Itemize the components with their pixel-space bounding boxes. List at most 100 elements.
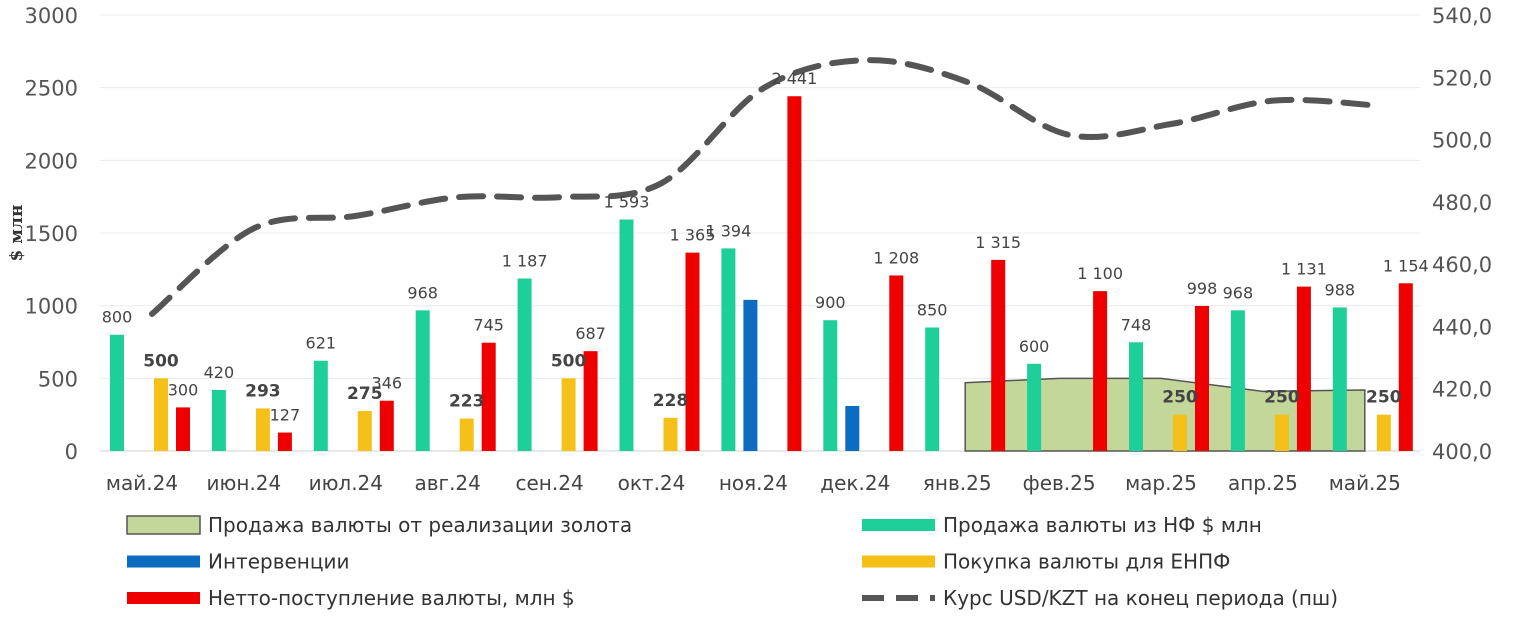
bar-fund-sales (110, 334, 124, 451)
bar-enpf-purchase (459, 418, 474, 451)
area-gold-sales (964, 377, 1366, 452)
bar-net-inflow (889, 275, 904, 451)
data-label: 346 (372, 374, 403, 393)
bar-fund-sales (823, 320, 838, 451)
data-label: 748 (1121, 315, 1152, 334)
legend-swatch-bar (127, 555, 200, 568)
data-label: 850 (917, 300, 948, 319)
x-tick-label: янв.25 (923, 471, 992, 495)
bar-net-inflow (1296, 286, 1311, 451)
legend-label: Интервенции (208, 550, 349, 574)
data-label: 1 365 (670, 226, 716, 245)
data-label: 1 593 (604, 192, 650, 211)
data-label: 1 131 (1281, 260, 1327, 279)
data-label: 1 154 (1383, 256, 1429, 275)
x-axis: май.24 июн.24 июл.24 авг.24 сен.24 окт.24 ноя.… (106, 471, 1401, 495)
bar-fund-sales (1230, 310, 1245, 451)
legend: Продажа валюты от реализации золота Прода… (126, 513, 1338, 610)
x-tick-label: май.25 (1329, 471, 1401, 495)
line-usd-kzt (149, 57, 1378, 317)
y2-tick-label: 540,0 (1432, 4, 1492, 28)
data-label: 621 (306, 334, 337, 353)
bar-net-inflow (1195, 305, 1209, 451)
bar-net-inflow (277, 432, 292, 451)
data-label: 1 100 (1077, 264, 1123, 283)
data-label: 988 (1325, 280, 1356, 299)
x-tick-label: мар.25 (1125, 471, 1197, 495)
data-label: 968 (1223, 283, 1254, 302)
x-tick-label: фев.25 (1023, 471, 1096, 495)
data-label: 300 (168, 380, 199, 399)
bar-interventions (743, 299, 758, 451)
y2-tick-label: 420,0 (1432, 378, 1492, 402)
data-label: 250 (1162, 388, 1198, 408)
bar-enpf-purchase (663, 417, 678, 451)
bar-net-inflow (583, 351, 598, 451)
bar-fund-sales (1129, 342, 1143, 451)
data-label: 293 (245, 381, 281, 401)
data-label: 1 208 (873, 248, 919, 267)
data-label: 800 (102, 308, 133, 327)
x-tick-label: июл.24 (309, 471, 383, 495)
y-axis-right: 400,0 420,0 440,0 460,0 480,0 500,0 520,0 540,0 (1432, 4, 1492, 464)
x-tick-label: июн.24 (207, 471, 282, 495)
y2-tick-label: 520,0 (1432, 66, 1492, 90)
bar-interventions (845, 405, 860, 451)
bar-fund-sales (517, 278, 532, 451)
data-label: 223 (449, 392, 485, 412)
data-label: 900 (815, 293, 846, 312)
legend-label: Нетто-поступление валюты, млн $ (208, 586, 575, 610)
data-label: 127 (270, 406, 301, 425)
bar-net-inflow (787, 96, 802, 451)
bar-enpf-purchase (561, 378, 576, 451)
y-tick-label: 2500 (25, 77, 78, 101)
data-label: 998 (1187, 279, 1218, 298)
y-tick-label: 500 (38, 367, 78, 391)
bar-fund-sales (619, 219, 634, 451)
bar-net-inflow (1093, 291, 1108, 451)
y2-tick-label: 480,0 (1432, 191, 1492, 215)
bar-fund-sales (211, 389, 226, 451)
bar-enpf-purchase (154, 378, 168, 451)
bar-net-inflow (176, 407, 190, 451)
legend-label: Продажа валюты от реализации золота (208, 513, 632, 537)
data-label: 2 441 (771, 69, 817, 88)
data-label: 600 (1019, 337, 1050, 356)
legend-swatch-bar (862, 519, 935, 531)
bar-net-inflow (685, 252, 700, 451)
data-label: 1 187 (502, 251, 548, 270)
x-tick-label: май.24 (106, 471, 178, 495)
x-tick-label: окт.24 (618, 471, 686, 495)
bar-enpf-purchase (1376, 414, 1391, 451)
data-label: 250 (1264, 388, 1300, 408)
bar-net-inflow (1398, 283, 1413, 451)
y-axis-title: $ млн (7, 205, 27, 262)
legend-swatch-bar (127, 592, 200, 604)
legend-label: Покупка валюты для ЕНПФ (943, 550, 1230, 574)
bar-fund-sales (415, 310, 430, 451)
data-label: 687 (575, 324, 606, 343)
bar-net-inflow (991, 259, 1006, 451)
bar-net-inflow (379, 400, 394, 451)
data-label: 250 (1366, 388, 1402, 408)
x-tick-label: сен.24 (516, 471, 584, 495)
y2-tick-label: 460,0 (1432, 253, 1492, 277)
bar-enpf-purchase (1274, 414, 1289, 451)
legend-label: Продажа валюты из НФ $ млн (943, 513, 1262, 537)
data-label: 500 (551, 351, 587, 371)
y2-tick-label: 500,0 (1432, 129, 1492, 153)
legend-swatch-area (126, 515, 201, 535)
plot-area: 800 420 621 968 1 187 1 593 1 394 900 850 600 748 9… (102, 57, 1429, 452)
bar-net-inflow (481, 342, 496, 451)
y-tick-label: 1000 (25, 295, 78, 319)
x-tick-label: ноя.24 (719, 471, 788, 495)
bar-enpf-purchase (357, 411, 372, 451)
bar-fund-sales (313, 360, 328, 451)
data-label: 500 (143, 351, 179, 371)
x-tick-label: апр.25 (1228, 471, 1298, 495)
y-tick-label: 0 (65, 440, 78, 464)
y-tick-label: 1500 (25, 222, 78, 246)
y2-tick-label: 440,0 (1432, 315, 1492, 339)
bar-fund-sales (1332, 307, 1347, 451)
